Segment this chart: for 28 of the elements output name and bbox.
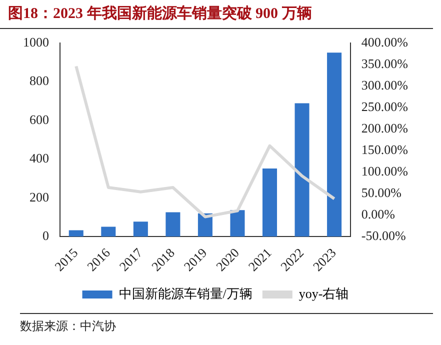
y-tick-label: 800 (30, 73, 49, 88)
legend-label: yoy-右轴 (298, 286, 349, 301)
bar (262, 168, 278, 237)
bar (294, 103, 310, 237)
chart-title: 图18：2023 年我国新能源车销量突破 900 万辆 (0, 0, 433, 29)
y2-tick-label: 0.00% (361, 206, 396, 222)
y-tick-label: 600 (30, 112, 49, 127)
y2-tick-label: 150.00% (361, 142, 408, 157)
y2-tick-label: 100.00% (361, 163, 408, 178)
bar (68, 230, 84, 237)
y2-tick-label: 200.00% (361, 120, 408, 136)
bar (230, 210, 245, 237)
y-tick-label: 200 (30, 189, 49, 204)
y2-tick-label: 50.00% (361, 184, 402, 200)
source-note: 数据来源：中汽协 (20, 313, 433, 335)
y-tick-label: 1000 (23, 34, 49, 50)
bar (166, 212, 180, 237)
y2-tick-label: 300.00% (361, 77, 408, 92)
y2-tick-label: -50.00% (361, 228, 406, 244)
y2-tick-label: 400.00% (361, 34, 408, 50)
y2-tick-label: 350.00% (361, 56, 408, 71)
y-tick-label: 400 (30, 150, 49, 166)
y-tick-label: 0 (42, 228, 49, 244)
bar (327, 52, 342, 237)
bar (133, 222, 148, 237)
legend-label: 中国新能源车销量/万辆 (118, 286, 252, 301)
y2-tick-label: 250.00% (361, 98, 408, 114)
bar (101, 226, 116, 237)
